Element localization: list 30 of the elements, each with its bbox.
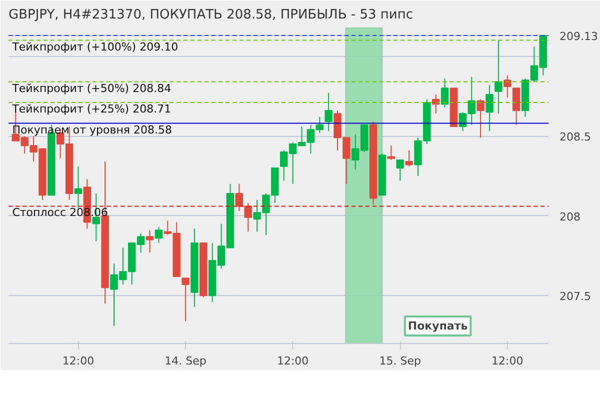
candlestick xyxy=(154,226,163,244)
candlestick xyxy=(146,230,154,254)
candlestick xyxy=(486,84,494,132)
candlestick xyxy=(504,74,512,98)
ref-line-label: Тейкпрофит (+25%) 208.71 xyxy=(11,102,172,116)
ref-line-label: Тейкпрофит (+100%) 209.10 xyxy=(11,40,178,54)
candlestick xyxy=(440,78,449,108)
x-tick-label: 14. Sep xyxy=(164,354,206,368)
candlestick xyxy=(387,145,395,160)
candlestick xyxy=(494,40,502,114)
x-tick-label: 12:00 xyxy=(492,354,524,368)
y-tick-label: 208 xyxy=(560,210,580,224)
candlestick xyxy=(476,98,484,138)
y-tick-label: 209.13 xyxy=(560,30,598,43)
chart-title: GBPJPY, H4#231370, ПОКУПАТЬ 208.58, ПРИБЫЛЬ - 53 пипс xyxy=(8,8,413,22)
x-tick-label: 12:00 xyxy=(276,354,309,368)
y-tick-label: 208.5 xyxy=(560,130,591,144)
candlestick xyxy=(244,202,252,232)
candlestick xyxy=(512,88,520,126)
candlestick xyxy=(396,159,404,182)
candlestick xyxy=(405,150,413,167)
candlestick xyxy=(324,92,332,132)
candlestick xyxy=(235,183,244,212)
candlestick xyxy=(182,278,190,322)
y-tick-label: 207.5 xyxy=(560,290,591,304)
annotation: Покупать xyxy=(408,320,468,332)
x-tick-label: 12:00 xyxy=(62,354,94,368)
ref-line-label: Тейкпрофит (+50%) 208.84 xyxy=(11,82,172,95)
x-tick-label: 15. Sep xyxy=(379,354,421,368)
candlestick xyxy=(74,166,82,208)
